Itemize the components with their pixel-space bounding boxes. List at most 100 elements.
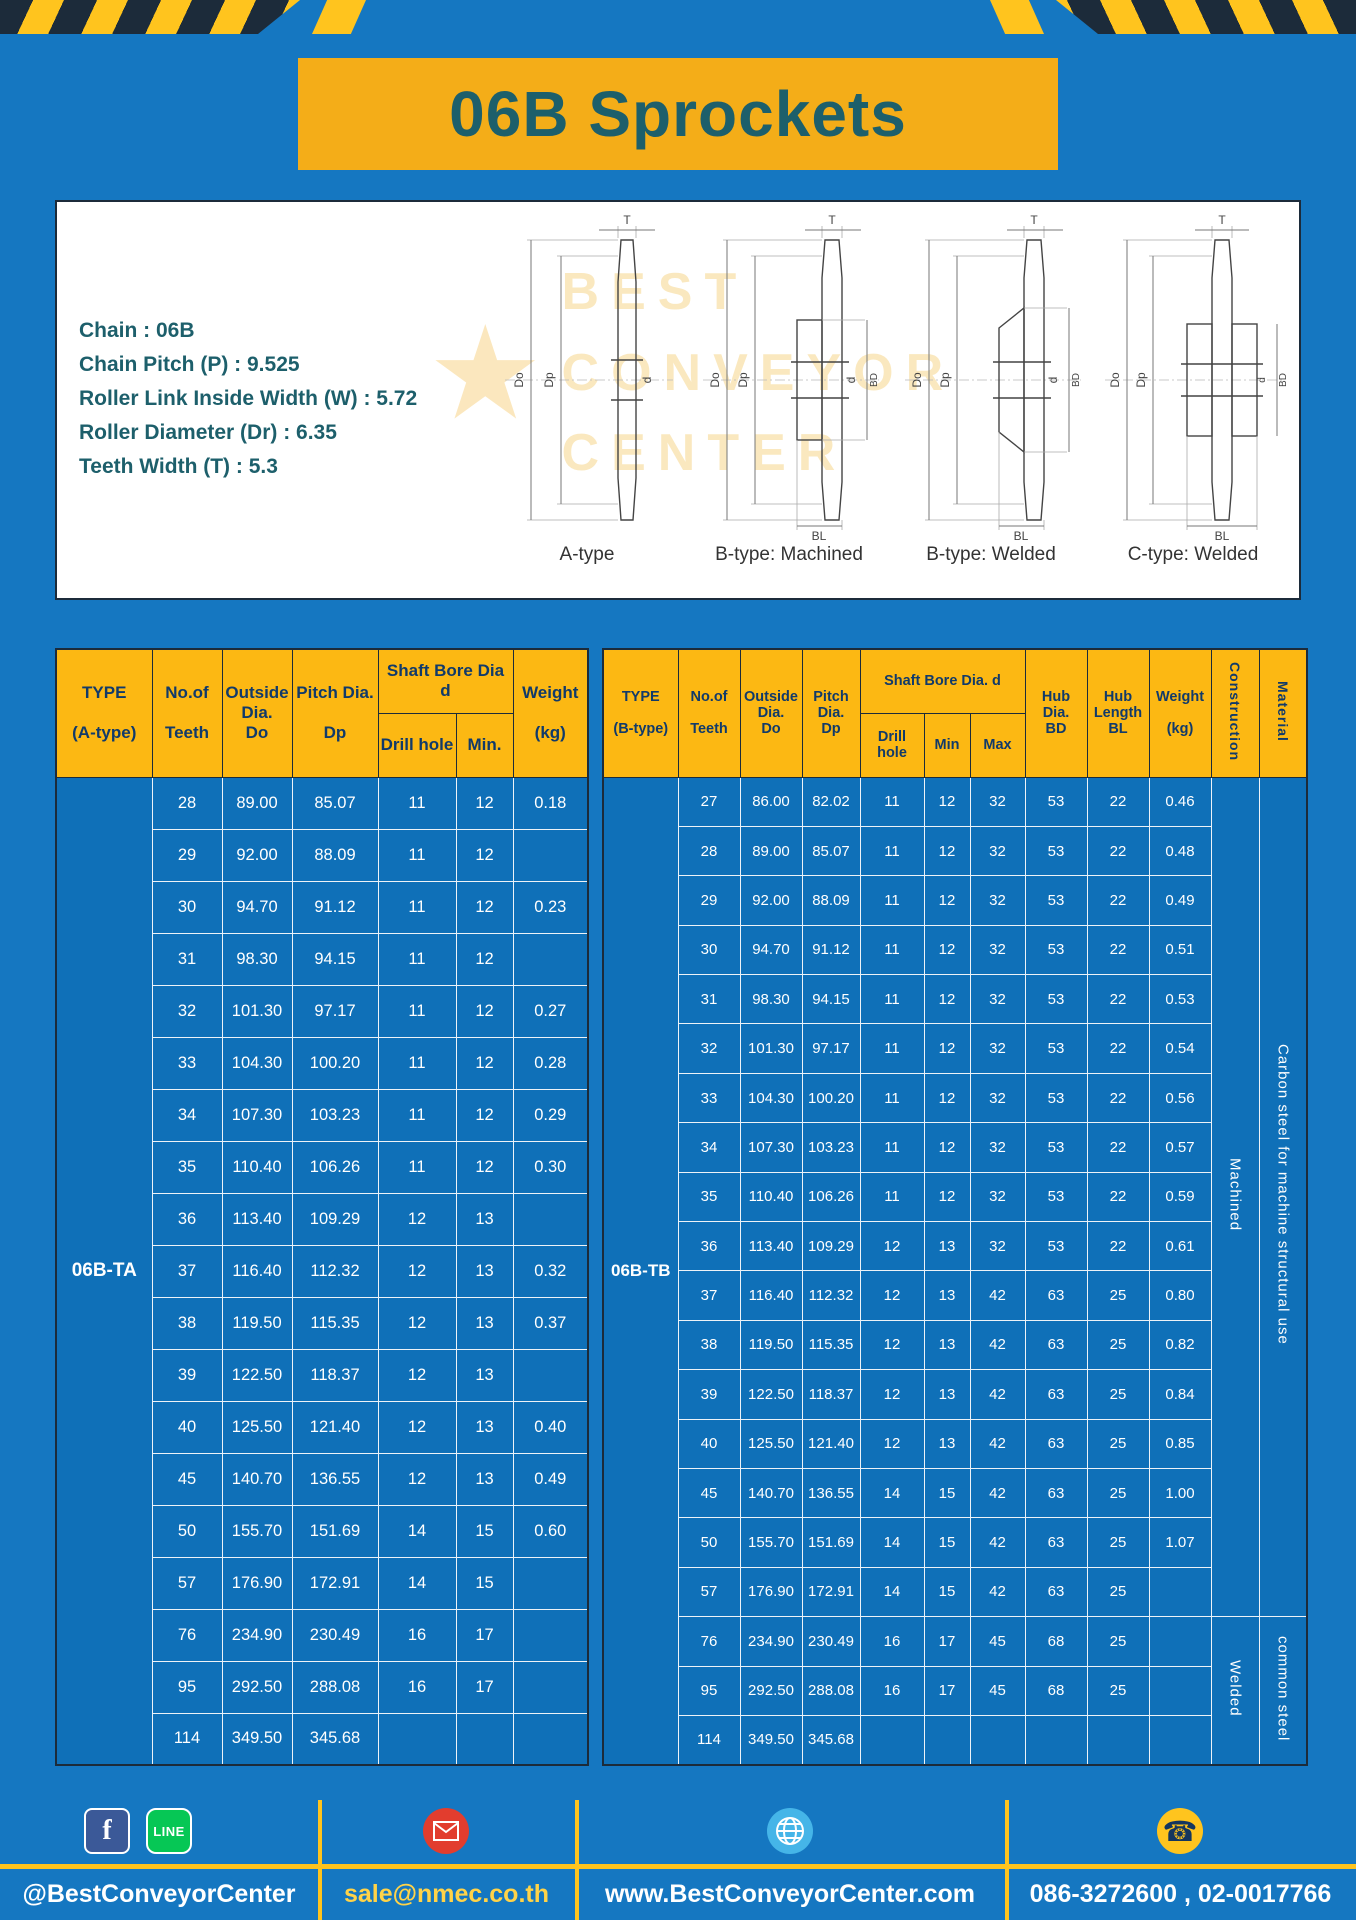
dim-label: Do bbox=[910, 372, 924, 388]
table-row: 35 110.40 106.26 11 12 32 53 22 0.59 bbox=[603, 1171, 1307, 1223]
table-row: 57 176.90 172.91 14 15 42 63 25 bbox=[603, 1566, 1307, 1618]
cell: 22 bbox=[1086, 924, 1150, 976]
cell: 12 bbox=[859, 1369, 925, 1420]
cell bbox=[512, 1712, 589, 1766]
cell: 22 bbox=[1086, 875, 1150, 926]
cell: 42 bbox=[969, 1319, 1026, 1371]
cell: 53 bbox=[1024, 1072, 1088, 1124]
cell: 0.49 bbox=[1148, 875, 1212, 926]
cell: 15 bbox=[923, 1517, 971, 1568]
type-value-cell: 06B-TA bbox=[55, 776, 153, 1766]
footer-phone-numbers[interactable]: 086-3272600 , 02-0017766 bbox=[1029, 1879, 1332, 1908]
line-label: LINE bbox=[153, 1823, 185, 1839]
b-type-machined-diagram: Do Dp T d BD BL bbox=[691, 212, 887, 566]
globe-icon[interactable] bbox=[767, 1808, 813, 1854]
dim-label: Dp bbox=[542, 372, 556, 388]
cell: 0.30 bbox=[512, 1140, 589, 1194]
spec-line: Chain Pitch (P) : 9.525 bbox=[79, 353, 300, 376]
dim-label: BL bbox=[1014, 529, 1029, 542]
cell: 30 bbox=[151, 880, 223, 934]
cell: 11 bbox=[377, 984, 457, 1038]
cell: 13 bbox=[455, 1400, 514, 1454]
cell: 31 bbox=[677, 974, 741, 1025]
cell: 50 bbox=[151, 1504, 223, 1558]
cell: 57 bbox=[677, 1566, 741, 1618]
dim-label: Dp bbox=[736, 372, 750, 388]
cell: 14 bbox=[859, 1517, 925, 1568]
table-row: 34 107.30 103.23 11 12 0.29 bbox=[56, 1088, 589, 1142]
col-header-max: Max bbox=[969, 712, 1026, 778]
table-row: 95 292.50 288.08 16 17 45 68 25 bbox=[603, 1665, 1307, 1716]
cell: 53 bbox=[1024, 1171, 1088, 1223]
cell: 38 bbox=[677, 1319, 741, 1371]
cell: 14 bbox=[377, 1556, 457, 1610]
footer-social-handle[interactable]: @BestConveyorCenter bbox=[22, 1879, 296, 1908]
cell: 0.54 bbox=[1148, 1023, 1212, 1074]
cell: 92.00 bbox=[221, 828, 293, 882]
footer-divider bbox=[318, 1800, 322, 1920]
cell: 0.80 bbox=[1148, 1270, 1212, 1321]
table-row: 30 94.70 91.12 11 12 32 53 22 0.51 bbox=[603, 924, 1307, 976]
facebook-icon[interactable]: f bbox=[84, 1808, 130, 1854]
cell: 0.29 bbox=[512, 1088, 589, 1142]
footer-email[interactable]: sale@nmec.co.th bbox=[343, 1879, 549, 1908]
table-row: 76 234.90 230.49 16 17 bbox=[56, 1608, 589, 1662]
dim-label: d bbox=[1046, 377, 1060, 384]
cell: 292.50 bbox=[221, 1660, 293, 1714]
cell: 0.85 bbox=[1148, 1418, 1212, 1469]
cell bbox=[377, 1712, 457, 1766]
cell: 95 bbox=[151, 1660, 223, 1714]
hazard-wedge-left-icon bbox=[312, 0, 366, 34]
cell: 17 bbox=[923, 1616, 971, 1667]
a-type-diagram: Do Dp T d A-type bbox=[489, 212, 685, 566]
cell bbox=[1148, 1566, 1212, 1618]
cell: 140.70 bbox=[221, 1452, 293, 1506]
cell: 176.90 bbox=[221, 1556, 293, 1610]
cell: 0.23 bbox=[512, 880, 589, 934]
footer: f LINE ☎ @BestConveyorCenter sale@nmec.c… bbox=[0, 1800, 1356, 1920]
table-row: 34 107.30 103.23 11 12 32 53 22 0.57 bbox=[603, 1122, 1307, 1173]
footer-website[interactable]: www.BestConveyorCenter.com bbox=[604, 1879, 975, 1908]
cell: 12 bbox=[923, 1072, 971, 1124]
cell: 22 bbox=[1086, 1023, 1150, 1074]
cell: 25 bbox=[1086, 1517, 1150, 1568]
col-header-teeth: No.of Teeth bbox=[677, 648, 741, 778]
cell: 53 bbox=[1024, 1122, 1088, 1173]
col-header-drill-hole: Drill hole bbox=[859, 712, 925, 778]
dim-label: Do bbox=[512, 372, 526, 388]
cell: 53 bbox=[1024, 1221, 1088, 1272]
cell: 86.00 bbox=[739, 776, 803, 827]
email-icon[interactable] bbox=[423, 1808, 469, 1854]
cell: 22 bbox=[1086, 825, 1150, 877]
cell: 63 bbox=[1024, 1418, 1088, 1469]
cell: 114 bbox=[151, 1712, 223, 1766]
cell: 25 bbox=[1086, 1418, 1150, 1469]
diagram-caption: A-type bbox=[559, 544, 615, 565]
cell: 345.68 bbox=[291, 1712, 379, 1766]
cell: 172.91 bbox=[801, 1566, 861, 1618]
cell: 13 bbox=[455, 1296, 514, 1350]
cell: 0.59 bbox=[1148, 1171, 1212, 1223]
cell: 125.50 bbox=[221, 1400, 293, 1454]
cell: 101.30 bbox=[221, 984, 293, 1038]
cell: 63 bbox=[1024, 1369, 1088, 1420]
spec-panel: ★ BEST CONVEYOR CENTER Chain : 06B Chain… bbox=[55, 200, 1301, 600]
phone-icon[interactable]: ☎ bbox=[1157, 1808, 1203, 1854]
cell: 11 bbox=[859, 1171, 925, 1223]
cell: 11 bbox=[377, 880, 457, 934]
cell: 0.56 bbox=[1148, 1072, 1212, 1124]
cell: 0.32 bbox=[512, 1244, 589, 1298]
cell bbox=[512, 932, 589, 986]
table-row: 114 349.50 345.68 bbox=[56, 1712, 589, 1766]
cell: 115.35 bbox=[801, 1319, 861, 1371]
cell: 85.07 bbox=[801, 825, 861, 877]
table-row: 29 92.00 88.09 11 12 bbox=[56, 828, 589, 882]
line-icon[interactable]: LINE bbox=[146, 1808, 192, 1854]
cell: 45 bbox=[969, 1665, 1026, 1716]
cell: 288.08 bbox=[801, 1665, 861, 1716]
a-type-drawing: Do Dp T d bbox=[505, 213, 673, 521]
dim-label: T bbox=[828, 213, 836, 227]
cell: 40 bbox=[677, 1418, 741, 1469]
cell: 12 bbox=[923, 776, 971, 827]
cell: 22 bbox=[1086, 1171, 1150, 1223]
